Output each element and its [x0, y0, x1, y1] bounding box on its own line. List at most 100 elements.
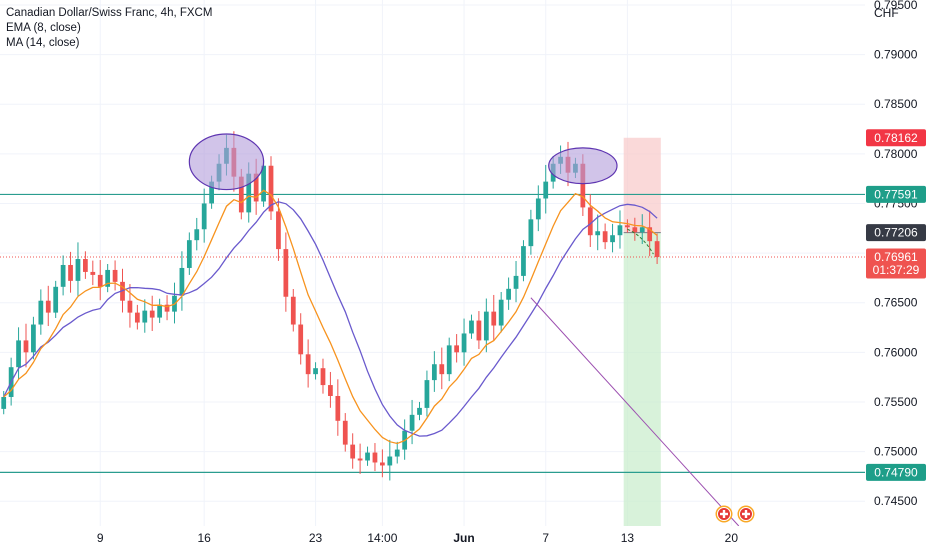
level-lines — [0, 193, 865, 474]
ellipse-drawing[interactable] — [548, 147, 618, 185]
candle-down — [45, 300, 51, 313]
candle-up — [313, 368, 318, 375]
price-tick-label: 0.76000 — [874, 345, 918, 359]
ema-legend[interactable]: EMA (8, close) — [6, 22, 81, 34]
candle-up — [483, 311, 489, 341]
candle-up — [105, 269, 111, 287]
candle-up — [469, 320, 474, 334]
candle-up — [194, 229, 200, 241]
candle-up — [31, 324, 36, 353]
candle-up — [186, 240, 192, 268]
candle-up — [16, 340, 21, 368]
time-axis-bg — [0, 526, 932, 550]
level-price-tag: 0.77591 — [874, 187, 918, 201]
candle-down — [238, 176, 244, 213]
candles — [1, 131, 660, 481]
candle-down — [149, 310, 155, 318]
candle-up — [53, 286, 59, 313]
price-tick-label: 0.75500 — [874, 395, 918, 409]
price-tick-label: 0.76500 — [874, 296, 918, 310]
projection-path — [627, 228, 654, 255]
candle-up — [394, 449, 400, 457]
plus-circle-icon[interactable] — [737, 505, 755, 523]
candle-down — [342, 420, 348, 445]
level-price-tag-bg — [866, 463, 926, 481]
candle-up — [424, 380, 430, 408]
candle-down — [350, 444, 356, 459]
candle-down — [283, 249, 289, 297]
candle-up — [365, 452, 370, 461]
candle-down — [491, 311, 497, 326]
candle-up — [639, 227, 645, 233]
stop-price-tag-bg — [866, 129, 926, 147]
level-price-tag-bg — [866, 185, 926, 203]
candle-down — [276, 211, 281, 250]
time-tick-label: 16 — [198, 531, 212, 545]
candle-down — [23, 340, 29, 353]
price-tick-label: 0.78500 — [874, 97, 918, 111]
last-price-tag: 0.76961 — [874, 250, 918, 264]
candle-up — [387, 456, 393, 466]
candle-up — [409, 414, 415, 431]
candle-down — [253, 173, 259, 202]
candle-down — [305, 354, 311, 375]
ellipse-drawing[interactable] — [188, 133, 265, 191]
candle-up — [1, 396, 7, 409]
candle-up — [261, 165, 266, 202]
candle-up — [461, 333, 467, 353]
ma-legend[interactable]: MA (14, close) — [6, 37, 80, 49]
candle-up — [506, 288, 511, 300]
candle-up — [38, 300, 44, 325]
candle-up — [431, 364, 437, 381]
candle-up — [179, 267, 185, 296]
candle-down — [298, 324, 304, 355]
candle-down — [112, 269, 118, 282]
plus-circle-icon[interactable] — [715, 505, 733, 523]
candle-down — [134, 312, 140, 323]
take-profit-zone[interactable] — [623, 232, 661, 526]
price-tick-label: 0.79000 — [874, 48, 918, 62]
last-price-tag-bg — [866, 248, 926, 279]
chart-legend: Canadian Dollar/Swiss Franc, 4h, FXCM EM… — [6, 6, 212, 51]
time-tick-label: Jun — [453, 531, 474, 545]
candle-down — [290, 296, 296, 325]
position-zones — [623, 137, 661, 526]
candle-down — [320, 368, 326, 386]
price-tick-label: 0.78000 — [874, 147, 918, 161]
entry-price-tag: 0.77206 — [874, 226, 918, 240]
candle-up — [528, 219, 534, 247]
trend-line[interactable] — [530, 297, 740, 527]
candle-up — [246, 173, 252, 213]
candle-down — [587, 207, 593, 236]
candle-down — [654, 241, 660, 258]
candle-up — [209, 181, 214, 204]
price-tick-label: 0.74500 — [874, 494, 918, 508]
candle-down — [268, 165, 274, 212]
candle-up — [60, 264, 66, 287]
icon-plus-h — [720, 512, 728, 516]
time-axis[interactable]: 9 16 23 14:00 Jun 7 13 20 — [0, 526, 932, 550]
candle-down — [625, 225, 630, 228]
candle-up — [617, 225, 623, 236]
symbol-title[interactable]: Canadian Dollar/Swiss Franc, 4h, FXCM — [6, 7, 213, 19]
ma-14-line — [3, 201, 658, 437]
ema-8-line — [3, 189, 658, 445]
candle-down — [328, 385, 333, 396]
price-axis[interactable]: CHF0.795000.790000.785000.780000.775000.… — [865, 0, 932, 550]
candle-up — [610, 235, 615, 243]
last-price-tag-countdown: 01:37:29 — [873, 263, 920, 277]
candle-down — [632, 227, 638, 233]
candle-down — [335, 395, 341, 421]
candle-down — [602, 231, 608, 243]
candle-up — [535, 198, 541, 220]
candle-down — [164, 304, 170, 312]
candle-down — [357, 458, 363, 461]
candle-down — [127, 300, 133, 313]
candle-down — [439, 364, 445, 375]
candle-up — [513, 275, 519, 289]
candle-down — [580, 163, 586, 208]
candle-down — [90, 271, 96, 275]
time-tick-label: 14:00 — [367, 531, 397, 545]
